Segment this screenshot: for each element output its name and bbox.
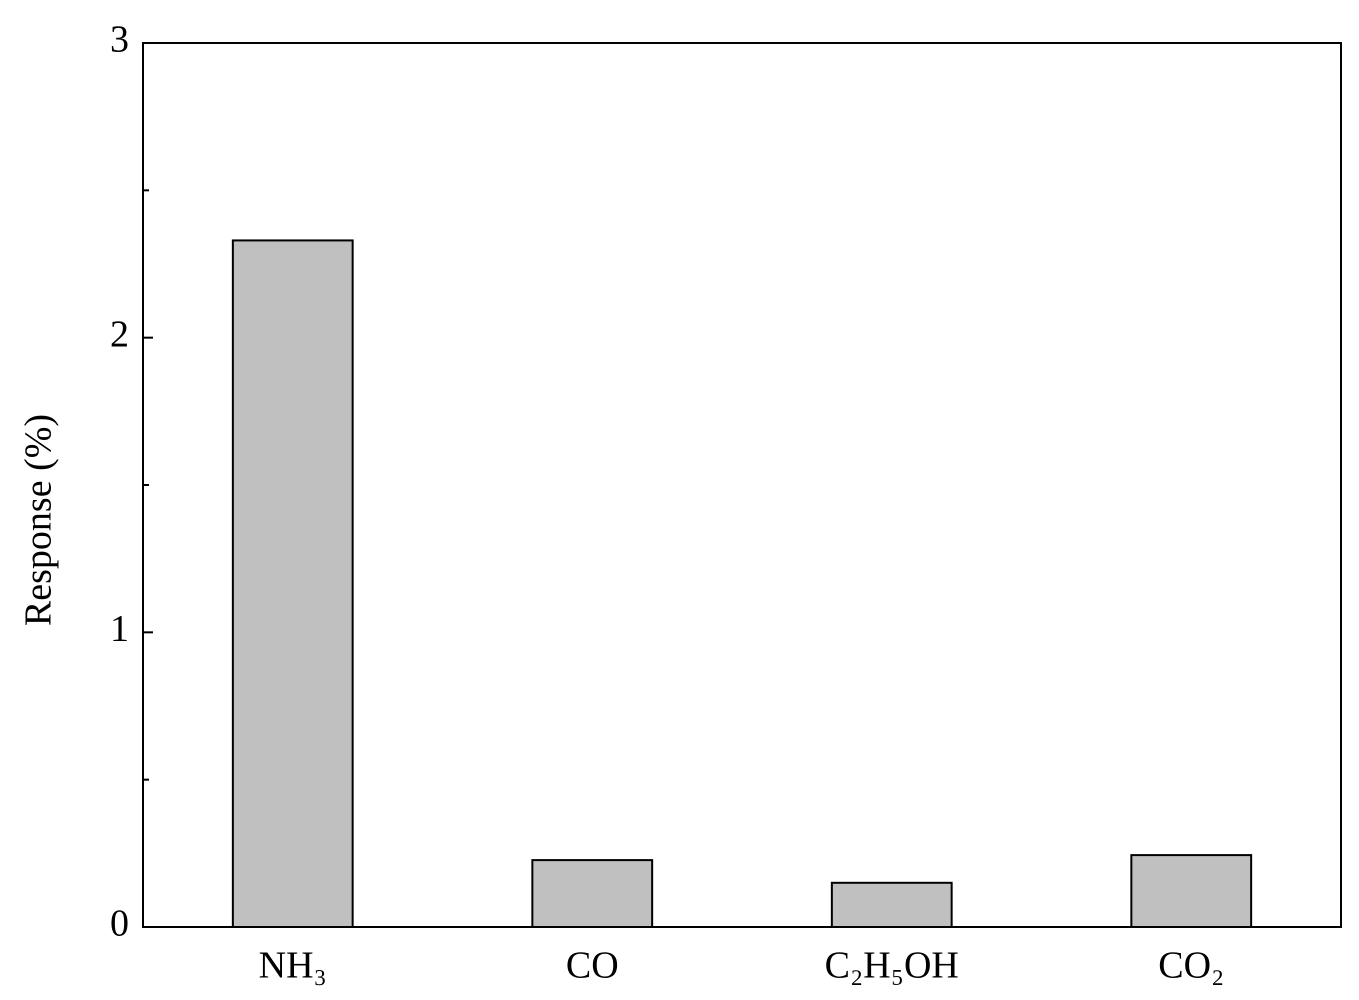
bar bbox=[231, 239, 354, 928]
y-tick-label: 3 bbox=[110, 19, 129, 61]
bar bbox=[531, 859, 654, 928]
x-tick-label: NH₃ bbox=[259, 945, 327, 987]
x-tick-label: CO bbox=[566, 945, 619, 987]
y-tick-label: 2 bbox=[110, 313, 129, 355]
y-tick-label: 1 bbox=[110, 608, 129, 650]
y-tick-label: 0 bbox=[110, 903, 129, 945]
bar bbox=[1130, 854, 1253, 928]
x-tick-label: C₂H₅OH bbox=[825, 945, 959, 987]
y-axis-label: Response (%) bbox=[18, 414, 60, 626]
bar bbox=[830, 881, 953, 928]
x-tick-label: CO₂ bbox=[1158, 945, 1224, 987]
